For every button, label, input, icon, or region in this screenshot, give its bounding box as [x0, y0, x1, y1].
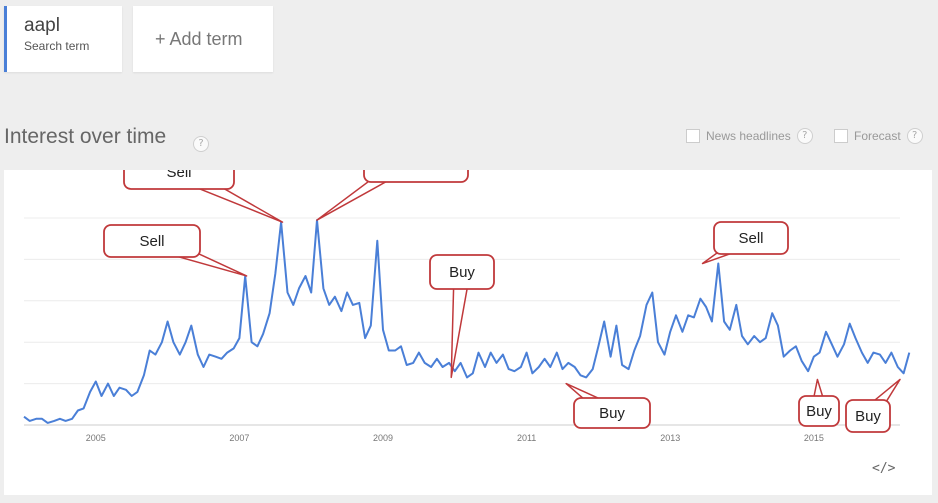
forecast-checkbox[interactable] [834, 129, 848, 143]
help-icon[interactable]: ? [193, 136, 209, 152]
callout-fill [802, 399, 836, 423]
forecast-help-icon[interactable]: ? [906, 128, 923, 144]
callout-fill [107, 228, 197, 254]
callout-label: Buy [449, 264, 475, 281]
embed-code-icon[interactable]: </> [872, 461, 896, 476]
news-headlines-label: News headlines [706, 129, 791, 143]
callout-fill [127, 170, 231, 186]
news-help-icon[interactable]: ? [796, 128, 813, 144]
news-headlines-checkbox[interactable] [686, 129, 700, 143]
callout-fill [849, 403, 887, 429]
callout-fill [433, 258, 491, 286]
callout-label: Buy [806, 403, 832, 420]
interest-over-time-chart: 2005 2007 2009 2011 2013 2015 Sell Sell Sell Buy B… [23, 170, 911, 443]
callout-fill [717, 225, 785, 251]
x-tick-label: 2011 [517, 433, 536, 443]
section-title: Interest over time [4, 125, 167, 148]
x-tick-label: 2009 [373, 433, 393, 443]
series-line [23, 219, 911, 424]
x-tick-label: 2005 [86, 433, 106, 443]
search-term-name: aapl [24, 15, 60, 36]
callout-label: Sell [139, 233, 164, 250]
forecast-option[interactable]: Forecast ? [834, 128, 923, 144]
forecast-label: Forecast [854, 129, 901, 143]
add-term-button[interactable]: + Add term [133, 6, 273, 72]
x-tick-label: 2007 [229, 433, 249, 443]
news-headlines-option[interactable]: News headlines ? [686, 128, 813, 144]
callout-label: Sell [166, 170, 191, 181]
search-term-card[interactable]: aapl Search term [4, 6, 122, 72]
x-tick-label: 2015 [804, 433, 824, 443]
callout-label: Buy [855, 408, 881, 425]
callout-fill [577, 401, 647, 425]
chart-panel: 2005 2007 2009 2011 2013 2015 Sell Sell Sell Buy B… [4, 170, 932, 495]
x-tick-label: 2013 [660, 433, 680, 443]
search-term-subtitle: Search term [24, 39, 90, 53]
callout-label: Sell [738, 230, 763, 247]
callout-fill [367, 170, 465, 179]
callout-label: Buy [599, 405, 625, 422]
